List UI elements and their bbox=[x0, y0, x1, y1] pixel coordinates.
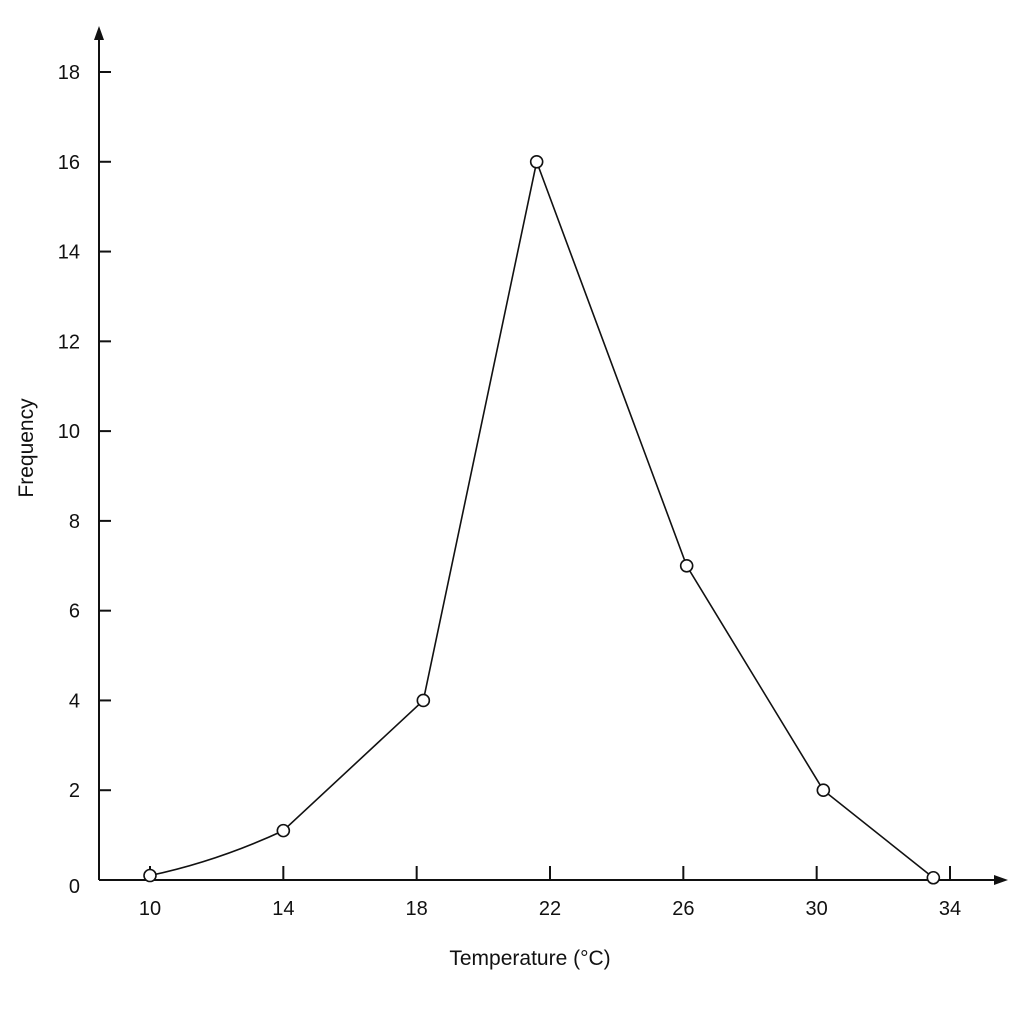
y-tick-label: 10 bbox=[58, 421, 80, 443]
data-point bbox=[816, 783, 831, 798]
x-tick-label: 30 bbox=[806, 898, 828, 920]
data-point bbox=[276, 823, 291, 838]
y-tick-label: 4 bbox=[69, 690, 80, 712]
x-tick-label: 14 bbox=[272, 898, 294, 920]
ticks: 10 14 18 22 26 30 34 0 2 4 6 8 10 12 14 16 18 bbox=[58, 62, 961, 920]
data-point bbox=[679, 558, 694, 573]
x-axis-title: Temperature (°C) bbox=[449, 947, 610, 970]
y-tick-label: 0 bbox=[69, 876, 80, 898]
data-point bbox=[143, 868, 157, 883]
y-tick-label: 8 bbox=[69, 511, 80, 533]
series-line bbox=[149, 158, 934, 879]
x-tick-label: 26 bbox=[672, 898, 694, 920]
y-tick-label: 6 bbox=[69, 601, 80, 623]
y-tick-label: 14 bbox=[58, 242, 80, 264]
y-tick-label: 12 bbox=[58, 331, 80, 353]
x-axis-arrow bbox=[994, 875, 1008, 885]
series bbox=[143, 154, 941, 885]
y-tick-label: 2 bbox=[69, 780, 80, 802]
y-tick-label: 18 bbox=[58, 62, 80, 84]
x-tick-label: 10 bbox=[139, 898, 161, 920]
x-tick-label: 18 bbox=[406, 898, 428, 920]
data-point bbox=[529, 154, 544, 169]
x-tick-label: 34 bbox=[939, 898, 961, 920]
y-axis-title: Frequency bbox=[15, 398, 38, 498]
y-axis-arrow bbox=[94, 26, 104, 40]
data-point bbox=[926, 870, 941, 885]
data-point bbox=[416, 693, 431, 708]
x-tick-label: 22 bbox=[539, 898, 561, 920]
y-tick-label: 16 bbox=[58, 152, 80, 174]
axes bbox=[94, 26, 1008, 885]
